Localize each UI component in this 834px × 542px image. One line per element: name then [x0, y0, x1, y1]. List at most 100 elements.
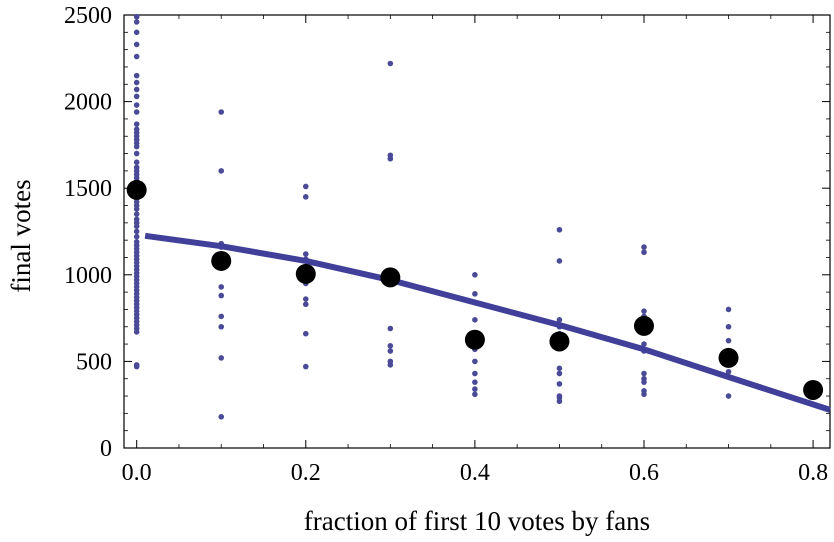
data-point	[133, 102, 140, 108]
data-point	[133, 93, 140, 100]
data-point	[556, 398, 563, 405]
data-point	[387, 343, 394, 349]
y-tick-label: 2500	[64, 3, 112, 29]
data-point	[725, 337, 732, 344]
fit-line	[144, 232, 831, 413]
data-point	[218, 284, 225, 290]
data-point	[133, 79, 140, 86]
data-point	[472, 379, 478, 385]
x-tick-label: 0.0	[122, 460, 152, 486]
data-point	[133, 159, 140, 166]
data-point	[302, 296, 309, 302]
data-point	[218, 323, 225, 330]
data-point	[302, 183, 309, 190]
data-point	[218, 414, 225, 420]
y-tick-label: 0	[100, 436, 112, 462]
mean-point	[126, 179, 147, 200]
data-point	[641, 391, 647, 398]
data-point	[133, 72, 140, 79]
data-point	[133, 228, 140, 235]
data-point	[472, 386, 478, 392]
mean-point	[464, 329, 485, 350]
mean-point	[803, 379, 824, 400]
points-layer	[133, 13, 732, 420]
y-tick-label: 500	[76, 349, 112, 375]
plot-frame	[123, 14, 831, 449]
data-point	[387, 325, 394, 332]
data-point	[641, 244, 647, 250]
x-tick-label: 0.6	[629, 460, 659, 486]
x-tick-label: 0.2	[291, 460, 321, 486]
y-tick-label: 1500	[64, 176, 112, 202]
x-tick-label: 0.4	[460, 460, 490, 486]
data-point	[133, 86, 140, 93]
data-point	[302, 251, 309, 257]
data-point	[133, 13, 140, 20]
mean-point	[718, 347, 739, 368]
data-point	[387, 348, 394, 354]
data-point	[472, 391, 478, 398]
data-point	[472, 291, 478, 297]
data-point	[725, 323, 732, 330]
data-point	[218, 292, 225, 299]
data-point	[218, 313, 225, 320]
data-point	[133, 109, 140, 115]
x-tick-label: 0.8	[798, 460, 828, 486]
data-point	[133, 329, 140, 335]
data-point	[218, 109, 225, 115]
data-point	[133, 19, 140, 25]
data-point	[218, 168, 225, 174]
data-point	[556, 258, 563, 264]
data-point	[133, 53, 140, 60]
data-point	[641, 249, 647, 256]
data-point	[472, 272, 478, 278]
data-point	[133, 29, 140, 36]
data-point	[133, 211, 140, 217]
data-point	[641, 379, 647, 385]
data-point	[133, 223, 140, 230]
mean-point	[549, 331, 570, 352]
y-tick-label: 2000	[64, 90, 112, 116]
mean-point	[211, 250, 232, 271]
data-point	[472, 317, 478, 323]
y-tick-label: 1000	[64, 263, 112, 289]
data-point	[472, 358, 478, 365]
means-layer	[126, 179, 824, 400]
data-point	[556, 381, 563, 387]
data-point	[302, 363, 309, 370]
data-point	[641, 341, 647, 347]
ticks-layer	[124, 14, 830, 449]
data-point	[133, 206, 140, 212]
data-point	[302, 330, 309, 337]
data-point	[133, 363, 140, 370]
data-point	[133, 143, 140, 150]
data-point	[218, 355, 225, 361]
mean-point	[295, 263, 316, 284]
data-point	[302, 194, 309, 200]
data-point	[302, 301, 309, 308]
data-point	[556, 226, 563, 233]
data-point	[387, 60, 394, 67]
data-point	[387, 362, 394, 368]
data-point	[725, 306, 732, 313]
data-point	[725, 368, 732, 375]
data-point	[472, 370, 478, 377]
mean-point	[380, 267, 401, 288]
x-axis-title: fraction of first 10 votes by fans	[304, 506, 650, 536]
data-point	[556, 370, 563, 377]
data-point	[556, 365, 563, 372]
data-point	[133, 121, 140, 127]
data-point	[725, 393, 732, 399]
mean-point	[633, 315, 654, 336]
data-point	[641, 308, 647, 314]
data-point	[133, 150, 140, 157]
data-point	[133, 233, 140, 240]
fit-line-layer	[144, 232, 831, 413]
data-point	[556, 317, 563, 323]
data-point	[641, 370, 647, 377]
data-point	[133, 41, 140, 48]
y-axis-title: final votes	[6, 179, 36, 292]
tick-labels-layer: 0.0 0.2 0.4 0.6 0.8 0 500 1000 1500 2000 2500	[64, 3, 828, 486]
